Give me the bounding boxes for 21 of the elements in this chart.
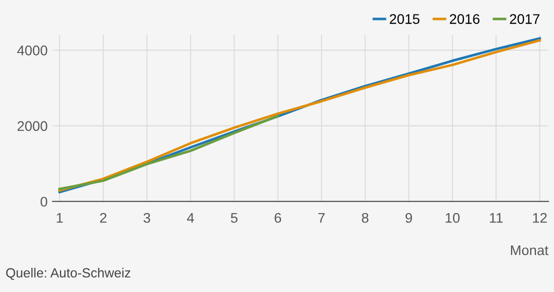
x-tick-label: 12 <box>533 212 547 223</box>
source-note: Quelle: Auto-Schweiz <box>6 268 130 280</box>
x-tick-label: 6 <box>274 212 282 223</box>
y-tick-label: 2000 <box>18 121 48 131</box>
x-tick-label: 1 <box>56 213 63 223</box>
line-series <box>58 114 280 190</box>
x-tick-label: 5 <box>230 213 238 223</box>
x-tick-label: 4 <box>187 213 194 223</box>
x-tick-label: 3 <box>144 212 150 223</box>
x-axis-title: Monat <box>511 245 548 256</box>
x-tick-label: 9 <box>406 212 412 223</box>
x-tick-label: 11 <box>490 213 503 223</box>
x-tick-label: 2 <box>100 212 106 223</box>
legend-label: 2017 <box>510 14 540 24</box>
x-tick-label: 7 <box>318 213 325 223</box>
y-tick-label: 4000 <box>17 46 48 56</box>
y-tick-label: 0 <box>40 196 48 207</box>
legend-label: 2015 <box>390 14 420 24</box>
legend-label: 2016 <box>450 14 480 24</box>
x-tick-label: 10 <box>446 212 460 223</box>
x-tick-label: 8 <box>362 212 368 223</box>
